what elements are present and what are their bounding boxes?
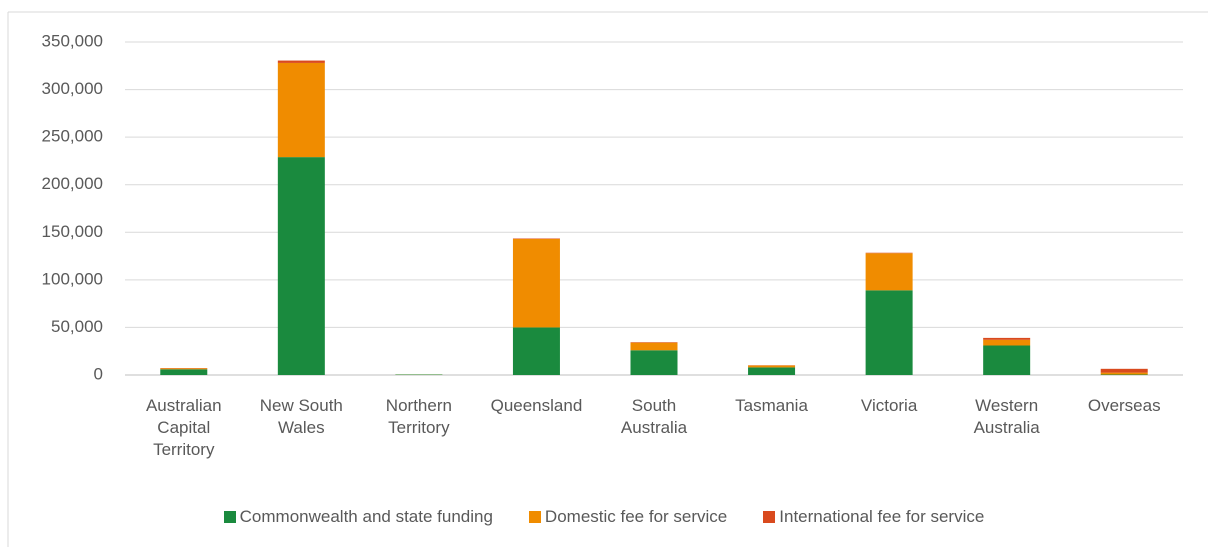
x-tick-label: Northern Territory <box>385 396 452 437</box>
bar-segment <box>748 367 796 375</box>
bar-segment <box>1100 372 1148 375</box>
bar-segment <box>160 369 208 375</box>
bar-segment <box>1100 368 1148 373</box>
bar-segment <box>865 253 913 291</box>
bar-segment <box>160 368 208 370</box>
x-tick-label: Western Australia <box>973 396 1040 437</box>
y-tick-label: 0 <box>94 364 103 383</box>
legend-swatch <box>528 511 541 523</box>
legend-item: Commonwealth and state funding <box>223 507 493 527</box>
y-tick-label: 100,000 <box>42 269 103 288</box>
bar-segment <box>630 342 678 351</box>
bar-segment <box>983 339 1031 346</box>
bar-segment <box>512 238 560 328</box>
bar-segment <box>983 345 1031 375</box>
y-tick-label: 350,000 <box>42 31 103 50</box>
legend-item: Domestic fee for service <box>528 507 728 527</box>
bar-segment <box>512 327 560 375</box>
legend-swatch <box>763 511 776 523</box>
y-tick-label: 150,000 <box>42 222 103 241</box>
x-tick-label: Queensland <box>490 396 583 415</box>
bar-segment <box>277 60 325 63</box>
bar-segment <box>983 337 1031 340</box>
bar-segment <box>865 290 913 375</box>
legend-label: Domestic fee for service <box>544 507 728 526</box>
x-tick-label: South Australia <box>620 396 688 437</box>
x-tick-label: Tasmania <box>735 396 808 415</box>
y-tick-label: 250,000 <box>42 127 103 146</box>
legend-item: International fee for service <box>763 507 984 527</box>
legend: Commonwealth and state funding Domestic f… <box>0 507 1208 527</box>
bar-segment <box>748 365 796 368</box>
bar-segment <box>630 350 678 375</box>
bar-segment <box>277 157 325 375</box>
bar-segment <box>277 62 325 158</box>
y-tick-label: 300,000 <box>42 79 103 98</box>
x-tick-label: Victoria <box>860 396 918 415</box>
legend-label: Commonwealth and state funding <box>239 507 493 526</box>
y-tick-label: 200,000 <box>42 174 103 193</box>
legend-swatch <box>223 511 236 523</box>
legend-label: International fee for service <box>779 507 985 526</box>
y-tick-label: 50,000 <box>51 317 103 336</box>
x-tick-label: Overseas <box>1087 396 1161 415</box>
x-tick-label: New South Wales <box>259 396 343 437</box>
x-tick-label: Australian Capital Territory <box>145 396 222 459</box>
